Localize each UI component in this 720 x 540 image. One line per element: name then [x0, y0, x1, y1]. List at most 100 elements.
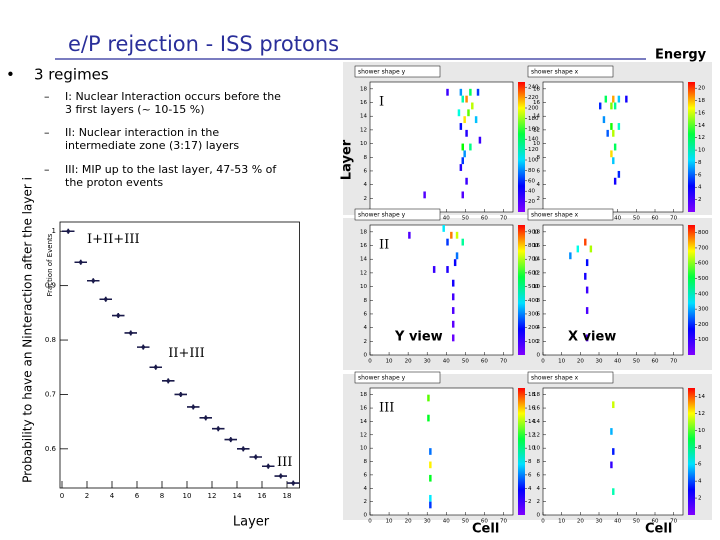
panel-y-tick-label: 14 — [533, 419, 540, 425]
panel-x-tick-label: 10 — [386, 519, 393, 525]
panel-title: shower shape y — [358, 212, 406, 219]
panel-x-tick-label: 20 — [405, 359, 412, 365]
panel-x-tick-label: 30 — [424, 519, 431, 525]
panel-y-tick-label: 16 — [533, 406, 540, 412]
colorbar-tick-label: 6 — [698, 462, 702, 468]
hit-cell — [427, 394, 430, 402]
x-tick-label: 14 — [233, 492, 242, 500]
hit-cell — [451, 293, 455, 301]
panel-y-tick-label: 10 — [360, 446, 367, 452]
point-marker — [253, 454, 259, 460]
panel-x-tick-label: 0 — [368, 359, 372, 365]
colorbar-tick-label: 400 — [528, 298, 539, 304]
panel-y-tick-label: 16 — [533, 243, 540, 249]
point-marker — [240, 446, 246, 452]
panel-y-tick-label: 12 — [533, 127, 540, 133]
hit-cell — [612, 129, 615, 137]
panel-x-tick-label: 10 — [386, 359, 393, 365]
panel-frame — [369, 387, 514, 516]
hit-cell — [427, 414, 430, 422]
colorbar-tick-label: 240 — [528, 85, 539, 91]
panel-y-tick-label: 18 — [533, 229, 540, 235]
point-marker — [165, 378, 171, 384]
colorbar-tick-label: 10 — [698, 148, 705, 154]
x-tick-label: 10 — [183, 492, 192, 500]
hit-cell — [584, 272, 587, 280]
colorbar-tick-label: 2 — [528, 499, 532, 505]
hit-cell — [457, 109, 461, 117]
colorbar-tick-label: 100 — [528, 339, 539, 345]
cell-label: Cell — [472, 522, 499, 537]
hit-cell — [459, 88, 463, 96]
colorbar-tick-label: 10 — [698, 428, 705, 434]
hit-cell — [450, 231, 453, 239]
panel-x-tick-label: 20 — [405, 519, 412, 525]
panel-frame — [369, 224, 514, 356]
hit-cell — [408, 231, 411, 239]
panel-x-tick-label: 60 — [481, 216, 488, 222]
panel-title-box — [527, 65, 614, 78]
dash: – — [44, 163, 50, 176]
colorbar — [518, 82, 525, 212]
panel-y-tick-label: 16 — [533, 100, 540, 106]
panel-y-tick-label: 16 — [360, 406, 367, 412]
colorbar-tick-label: 10 — [528, 446, 535, 452]
panel-y-tick-label: 8 — [364, 298, 368, 304]
hit-cell — [429, 494, 432, 502]
panel-x-tick-label: 0 — [541, 519, 545, 525]
point-marker — [178, 391, 184, 397]
panel-x-tick-label: 70 — [670, 359, 677, 365]
colorbar-tick-label: 900 — [528, 229, 539, 235]
hit-cell — [429, 461, 432, 469]
panel-x-tick-label: 50 — [462, 216, 469, 222]
heatmap-y-title: Layer — [340, 139, 355, 180]
sub-bullet-text: 3 first layers (~ 10-15 %) — [65, 103, 205, 116]
panel-y-tick-label: 16 — [360, 243, 367, 249]
hit-cell — [451, 334, 455, 342]
sub-bullet-text: II: Nuclear interaction in the — [65, 126, 219, 139]
panel-y-tick-label: 10 — [360, 141, 367, 147]
hit-cell — [469, 88, 472, 96]
hit-cell — [612, 95, 615, 103]
panel-y-tick-label: 0 — [537, 353, 541, 359]
hit-cell — [461, 238, 464, 246]
colorbar-tick-label: 800 — [698, 230, 709, 236]
plot-frame — [59, 221, 300, 489]
x-tick-label: 6 — [135, 492, 140, 500]
hit-cell — [455, 252, 459, 260]
y-tick-label: 0.7 — [45, 390, 56, 398]
hit-cell — [625, 95, 628, 103]
panel-x-tick-label: 40 — [443, 519, 450, 525]
bullet-dot: • — [6, 66, 15, 84]
panel-y-tick-label: 8 — [537, 155, 541, 161]
panel-x-tick-label: 30 — [424, 359, 431, 365]
hit-cell — [459, 164, 463, 171]
panel-y-tick-label: 10 — [360, 284, 367, 290]
point-marker — [90, 278, 96, 284]
hit-cell — [585, 286, 589, 294]
panel-frame — [369, 81, 514, 213]
hit-cell — [610, 150, 613, 158]
colorbar-tick-label: 2 — [698, 496, 702, 502]
panel-y-tick-label: 0 — [364, 513, 368, 519]
colorbar-tick-label: 12 — [698, 135, 705, 141]
panel-title-box — [354, 371, 441, 384]
x-tick-label: 16 — [258, 492, 267, 500]
panel-y-tick-label: 4 — [537, 486, 541, 492]
hit-cell — [610, 123, 613, 130]
colorbar-tick-label: 300 — [698, 307, 709, 313]
panel-x-tick-label: 70 — [670, 216, 677, 222]
panel-y-tick-label: 18 — [533, 392, 540, 398]
panel-y-tick-label: 8 — [364, 459, 368, 465]
panel-title: shower shape x — [531, 69, 579, 76]
panel-y-tick-label: 4 — [364, 182, 368, 188]
hit-cell — [461, 95, 464, 103]
panel-y-tick-label: 16 — [360, 100, 367, 106]
panel-x-tick-label: 20 — [577, 359, 584, 365]
dash: – — [44, 126, 50, 139]
colorbar-tick-label: 200 — [528, 325, 539, 331]
energy-label: Energy — [655, 48, 707, 63]
colorbar — [518, 388, 525, 515]
panel-y-tick-label: 12 — [533, 432, 540, 438]
